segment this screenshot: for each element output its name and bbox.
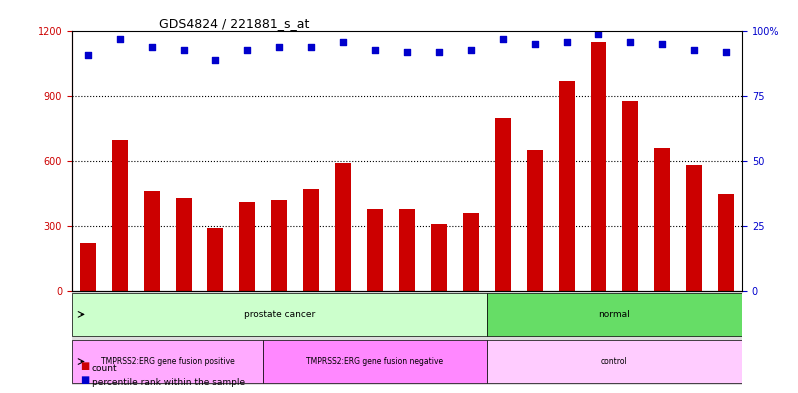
Text: normal: normal: [598, 310, 630, 319]
Bar: [463, 213, 479, 291]
Point: [209, 57, 222, 63]
Bar: [718, 193, 734, 291]
Point: [369, 46, 381, 53]
Bar: [112, 140, 128, 291]
Text: percentile rank within the sample: percentile rank within the sample: [92, 378, 245, 387]
Bar: [431, 224, 447, 291]
Bar: [686, 165, 702, 291]
Bar: [527, 150, 543, 291]
Bar: [263, 340, 487, 383]
Bar: [654, 148, 670, 291]
Bar: [559, 81, 575, 291]
Point: [145, 44, 158, 50]
Point: [337, 39, 350, 45]
Text: prostate cancer: prostate cancer: [243, 310, 315, 319]
Point: [113, 36, 126, 42]
Point: [496, 36, 509, 42]
Point: [305, 44, 318, 50]
Bar: [303, 189, 319, 291]
Bar: [487, 293, 742, 336]
Text: ■: ■: [80, 362, 89, 371]
Point: [624, 39, 637, 45]
Bar: [176, 198, 192, 291]
Point: [528, 41, 541, 48]
Bar: [399, 209, 415, 291]
Point: [592, 31, 605, 37]
Bar: [367, 209, 383, 291]
Text: TMPRSS2:ERG gene fusion positive: TMPRSS2:ERG gene fusion positive: [101, 357, 235, 366]
Point: [81, 51, 94, 58]
Bar: [495, 118, 511, 291]
Point: [720, 49, 733, 55]
Bar: [80, 243, 96, 291]
Bar: [72, 293, 487, 336]
Text: ■: ■: [80, 375, 89, 385]
Text: TMPRSS2:ERG gene fusion negative: TMPRSS2:ERG gene fusion negative: [306, 357, 444, 366]
Point: [656, 41, 669, 48]
Point: [560, 39, 573, 45]
Bar: [239, 202, 255, 291]
Point: [273, 44, 286, 50]
Bar: [72, 340, 263, 383]
Point: [241, 46, 254, 53]
Bar: [207, 228, 223, 291]
Bar: [591, 42, 606, 291]
Bar: [144, 191, 160, 291]
Bar: [335, 163, 351, 291]
Bar: [271, 200, 287, 291]
Point: [401, 49, 413, 55]
Point: [464, 46, 477, 53]
Text: GDS4824 / 221881_s_at: GDS4824 / 221881_s_at: [159, 17, 310, 30]
Bar: [487, 340, 742, 383]
Text: control: control: [601, 357, 628, 366]
Bar: [622, 101, 638, 291]
Text: count: count: [92, 364, 117, 373]
Point: [177, 46, 190, 53]
Point: [688, 46, 701, 53]
Point: [433, 49, 445, 55]
